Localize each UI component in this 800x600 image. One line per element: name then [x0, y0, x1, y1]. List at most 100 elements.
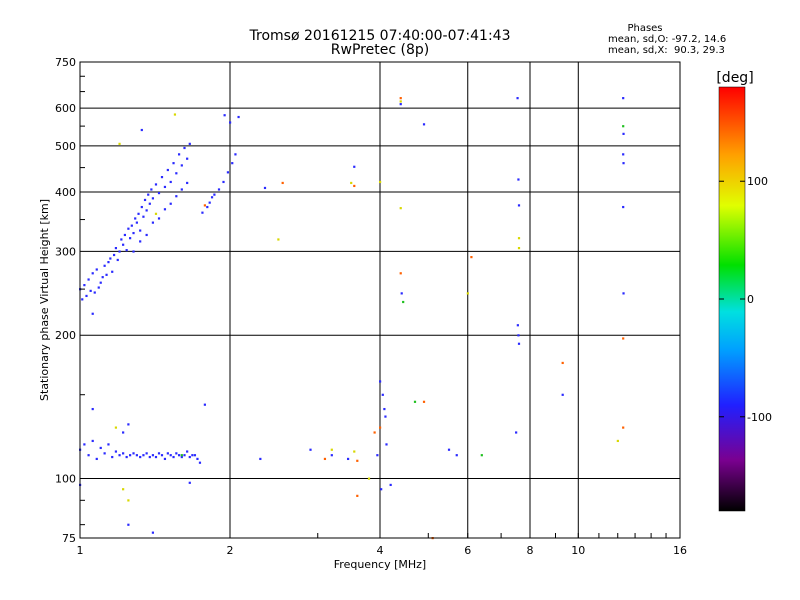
data-point	[309, 448, 312, 451]
data-point	[125, 249, 128, 252]
data-point	[140, 128, 143, 132]
data-point	[376, 454, 379, 457]
data-point	[157, 191, 161, 195]
x-tick-label: 6	[464, 544, 471, 557]
data-point	[157, 452, 161, 455]
data-point	[517, 247, 521, 250]
data-point	[89, 289, 92, 292]
data-point	[175, 195, 178, 198]
data-point	[353, 184, 356, 188]
data-point	[105, 273, 108, 276]
data-point	[93, 291, 96, 294]
x-tick-label: 4	[377, 544, 384, 557]
data-point	[87, 278, 90, 281]
data-point	[135, 454, 138, 457]
data-point	[127, 227, 130, 230]
data-point	[198, 461, 202, 464]
data-point	[122, 488, 125, 491]
data-point	[160, 454, 164, 457]
data-point	[154, 212, 158, 215]
data-point	[259, 457, 262, 461]
data-point	[422, 400, 426, 403]
y-axis-ticks: 75 100 200 300 400 500 600 750	[55, 56, 85, 545]
data-point	[466, 292, 469, 295]
data-point	[186, 450, 189, 453]
data-point	[381, 393, 384, 396]
x-axis-ticks: 1 2 4 6 8 10 16	[77, 533, 687, 557]
y-tick-label: 750	[55, 56, 76, 69]
data-point	[140, 205, 143, 209]
x-tick-label: 16	[673, 544, 687, 557]
data-point	[183, 146, 186, 150]
data-point	[132, 231, 135, 235]
data-point	[116, 258, 119, 262]
data-point	[163, 457, 167, 461]
data-point	[373, 431, 376, 434]
data-point	[402, 300, 405, 304]
data-point	[139, 455, 142, 459]
data-point	[175, 452, 178, 455]
data-point	[166, 452, 169, 455]
data-point	[103, 452, 106, 455]
data-point	[222, 180, 225, 184]
y-tick-label: 300	[55, 245, 76, 258]
data-point	[622, 162, 625, 165]
data-point	[163, 208, 167, 211]
y-tick-label: 75	[62, 532, 76, 545]
data-point	[134, 217, 137, 220]
data-point	[132, 250, 135, 253]
data-point	[622, 153, 625, 156]
data-point	[120, 238, 123, 241]
stats-heading: Phases	[627, 23, 662, 34]
data-point	[346, 457, 350, 461]
data-point	[143, 198, 147, 202]
data-point	[145, 233, 148, 237]
data-point	[145, 452, 148, 455]
colorbar-tick-label: 0	[747, 293, 754, 306]
data-point	[561, 393, 564, 396]
data-point	[399, 97, 402, 100]
data-point	[91, 439, 94, 443]
data-point	[91, 407, 94, 411]
data-point	[385, 443, 388, 446]
colorbar-ticks: 100 0 -100	[719, 175, 772, 424]
data-point	[350, 181, 353, 185]
data-point	[616, 439, 619, 443]
data-point	[107, 443, 110, 446]
data-point	[380, 488, 383, 491]
data-point	[622, 125, 625, 128]
data-point	[151, 531, 155, 534]
data-point	[180, 164, 183, 167]
data-point	[173, 113, 177, 116]
data-point	[561, 361, 564, 365]
data-point	[122, 431, 125, 434]
chart-subtitle: RwPretec (8p)	[331, 42, 429, 58]
data-point	[180, 455, 183, 459]
data-point	[114, 450, 118, 453]
data-point	[111, 455, 114, 459]
data-point	[148, 202, 151, 205]
data-point	[157, 217, 161, 220]
data-point	[125, 455, 128, 459]
data-point	[95, 457, 98, 461]
data-point	[91, 272, 94, 275]
data-point	[91, 312, 94, 315]
data-point	[413, 400, 417, 403]
data-point	[186, 181, 189, 185]
data-point	[193, 454, 197, 457]
data-point	[87, 454, 90, 457]
data-point	[112, 253, 116, 257]
y-tick-label: 100	[55, 473, 76, 486]
data-point	[400, 292, 403, 295]
y-tick-label: 400	[55, 186, 76, 199]
y-tick-label: 200	[55, 329, 76, 342]
data-point	[177, 454, 181, 457]
data-point	[172, 162, 175, 165]
data-point	[99, 281, 102, 284]
data-point	[622, 426, 625, 429]
data-point	[379, 426, 382, 429]
data-point	[281, 181, 284, 185]
data-point	[129, 237, 132, 240]
x-axis-label: Frequency [MHz]	[334, 558, 426, 571]
data-point	[151, 454, 155, 457]
